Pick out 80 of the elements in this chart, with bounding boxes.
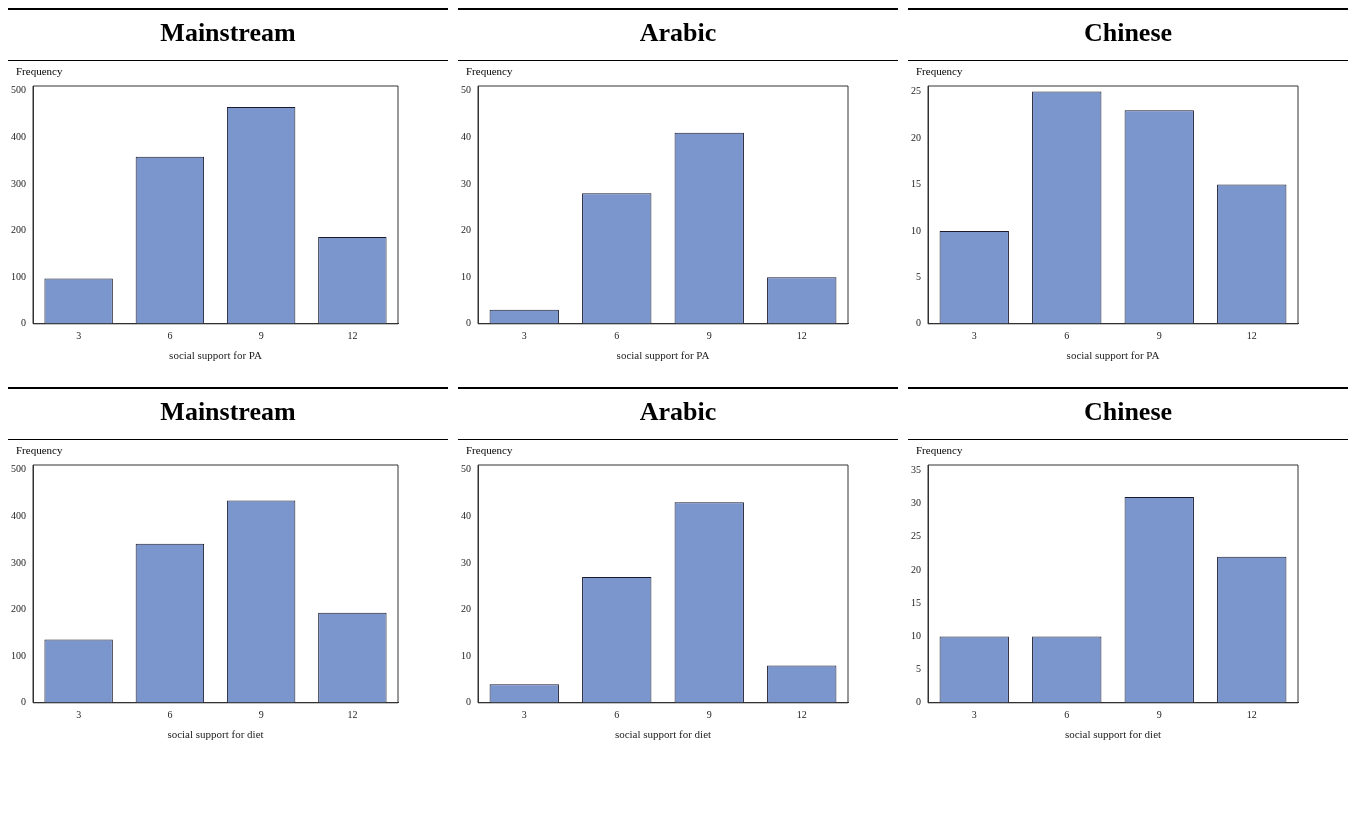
x-tick-label: 9 xyxy=(706,330,712,342)
x-tick-label: 6 xyxy=(614,330,620,342)
x-tick-label: 6 xyxy=(167,330,173,342)
y-tick-label: 200 xyxy=(11,603,26,615)
x-tick-label: 3 xyxy=(521,709,527,721)
y-tick-label: 50 xyxy=(461,463,471,475)
y-tick-label: 0 xyxy=(916,696,921,708)
x-tick-label: 3 xyxy=(76,709,82,721)
chart-title: Arabic xyxy=(458,387,898,439)
y-axis-title: Frequency xyxy=(915,444,964,456)
x-tick-label: 3 xyxy=(971,330,977,342)
y-tick-label: 5 xyxy=(916,270,921,282)
x-tick-label: 6 xyxy=(167,709,173,721)
y-tick-label: 0 xyxy=(466,317,471,329)
y-tick-label: 25 xyxy=(911,530,921,542)
y-tick-label: 50 xyxy=(461,84,471,96)
y-tick-label: 300 xyxy=(11,177,26,189)
y-tick-label: 15 xyxy=(911,596,921,608)
y-tick-label: 200 xyxy=(11,224,26,236)
y-tick-label: 30 xyxy=(911,497,921,509)
x-tick-label: 3 xyxy=(521,330,527,342)
x-tick-label: 12 xyxy=(347,330,358,342)
y-axis-title: Frequency xyxy=(465,444,514,456)
y-tick-label: 30 xyxy=(461,556,471,568)
y-tick-label: 20 xyxy=(461,603,471,615)
chart-title: Chinese xyxy=(908,8,1348,60)
y-tick-label: 100 xyxy=(11,649,26,661)
y-axis-title: Frequency xyxy=(15,65,64,77)
x-tick-label: 12 xyxy=(347,709,358,721)
y-tick-label: 35 xyxy=(911,463,921,475)
y-tick-label: 15 xyxy=(911,178,921,190)
y-tick-label: 20 xyxy=(461,224,471,236)
y-tick-label: 40 xyxy=(461,130,471,142)
x-axis-title: social support for diet xyxy=(167,728,264,741)
x-tick-label: 6 xyxy=(614,709,620,721)
y-axis-title: Frequency xyxy=(465,65,514,77)
y-tick-label: 10 xyxy=(461,270,471,282)
x-tick-label: 9 xyxy=(706,709,712,721)
y-tick-label: 10 xyxy=(911,630,921,641)
y-tick-label: 10 xyxy=(911,224,921,236)
x-tick-label: 9 xyxy=(258,709,264,721)
chart-title: Mainstream xyxy=(8,8,448,60)
x-axis-title: social support for PA xyxy=(169,349,262,362)
x-axis-title: social support for PA xyxy=(616,349,710,362)
y-tick-label: 20 xyxy=(911,563,921,575)
x-axis-title: social support for diet xyxy=(1064,728,1162,741)
y-tick-label: 10 xyxy=(461,649,471,661)
x-axis-title: social support for diet xyxy=(614,728,712,741)
y-axis-title: Frequency xyxy=(915,65,964,77)
x-tick-label: 12 xyxy=(796,709,807,721)
y-tick-label: 0 xyxy=(916,317,921,329)
x-tick-label: 6 xyxy=(1064,709,1070,721)
x-tick-label: 6 xyxy=(1064,330,1070,342)
y-tick-label: 0 xyxy=(21,696,26,708)
y-tick-label: 30 xyxy=(461,177,471,189)
chart-title: Arabic xyxy=(458,8,898,60)
x-tick-label: 9 xyxy=(1156,709,1162,721)
y-tick-label: 400 xyxy=(11,509,26,521)
x-tick-label: 12 xyxy=(1246,330,1257,342)
y-tick-label: 25 xyxy=(911,85,921,97)
x-tick-label: 3 xyxy=(971,709,977,721)
y-tick-label: 40 xyxy=(461,509,471,521)
chart-title: Mainstream xyxy=(8,387,448,439)
x-tick-label: 12 xyxy=(796,330,807,342)
y-tick-label: 300 xyxy=(11,556,26,568)
y-tick-label: 20 xyxy=(911,131,921,143)
y-tick-label: 500 xyxy=(11,463,26,475)
x-tick-label: 12 xyxy=(1246,709,1257,721)
y-axis-title: Frequency xyxy=(15,444,64,456)
x-axis-title: social support for PA xyxy=(1066,349,1160,362)
y-tick-label: 0 xyxy=(21,317,26,329)
y-tick-label: 0 xyxy=(466,696,471,708)
y-tick-label: 100 xyxy=(11,270,26,282)
x-tick-label: 9 xyxy=(258,330,264,342)
y-tick-label: 400 xyxy=(11,130,26,142)
x-tick-label: 3 xyxy=(76,330,82,342)
y-tick-label: 5 xyxy=(916,663,921,675)
y-tick-label: 500 xyxy=(11,84,26,96)
x-tick-label: 9 xyxy=(1156,330,1162,342)
chart-title: Chinese xyxy=(908,387,1348,439)
